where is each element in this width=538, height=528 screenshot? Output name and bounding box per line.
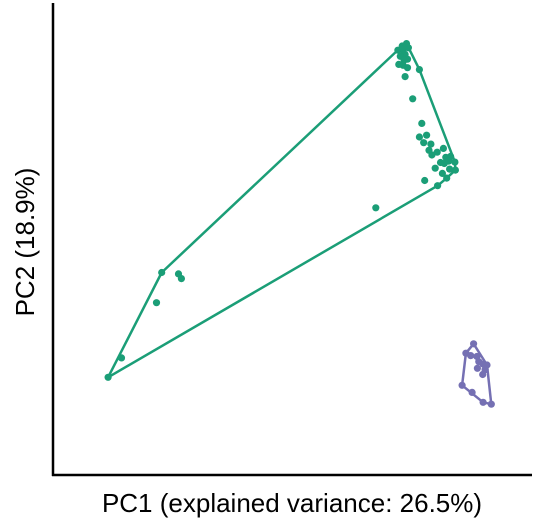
series-2-point-13 [487, 400, 495, 408]
series-1-point-44 [117, 354, 126, 362]
series-2-point-9 [479, 370, 487, 379]
series-1-point-37 [443, 174, 451, 182]
series-1-point-23 [428, 151, 436, 159]
series-1-point-32 [451, 158, 459, 166]
series-1-convex-hull [106, 42, 457, 379]
hulls-layer [106, 42, 493, 406]
series-1-point-45 [104, 373, 112, 381]
series-1-point-33 [446, 165, 454, 173]
series-1-point-24 [433, 148, 441, 156]
x-axis-label: PC1 (explained variance: 26.5%) [102, 488, 482, 518]
series-2-point-1 [470, 340, 478, 348]
series-1-point-5 [404, 44, 412, 52]
series-1-point-14 [415, 66, 423, 74]
series-1-point-18 [423, 131, 431, 139]
y-axis-label: PC2 (18.9%) [10, 168, 40, 317]
series-1-point-39 [372, 204, 380, 212]
series-1-point-15 [401, 73, 409, 81]
series-2-point-10 [473, 364, 481, 372]
series-1-point-16 [409, 95, 417, 103]
series-1-point-17 [418, 119, 426, 127]
series-1-point-21 [420, 139, 428, 147]
series-2-point-12 [468, 388, 476, 396]
series-2-point-11 [458, 381, 466, 389]
series-1-point-19 [427, 140, 435, 148]
series-1-point-35 [431, 164, 439, 172]
series-1-point-43 [152, 299, 161, 307]
series-1-point-34 [438, 169, 446, 177]
series-1-point-31 [445, 157, 453, 165]
series-1-point-42 [177, 275, 185, 283]
series-1-point-13 [403, 64, 412, 72]
series-1-point-29 [451, 166, 459, 174]
points-layer [104, 40, 495, 408]
series-1-point-36 [421, 176, 429, 185]
series-1-point-20 [415, 133, 423, 141]
series-2-point-14 [479, 398, 487, 406]
series-1-point-40 [158, 268, 166, 277]
series-1-point-38 [434, 182, 442, 190]
series-1-point-25 [439, 144, 447, 152]
series-2-point-3 [467, 352, 475, 360]
series-1-point-12 [395, 60, 403, 68]
